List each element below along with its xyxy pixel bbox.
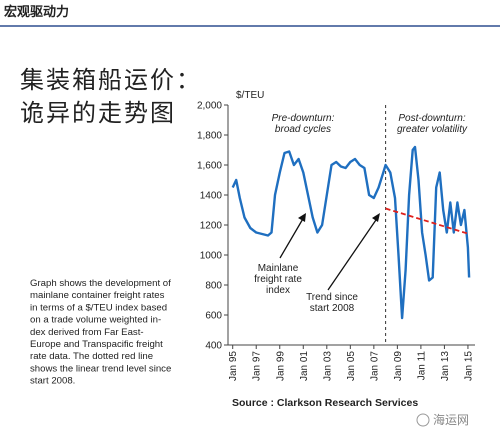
annotation: greater volatility bbox=[397, 124, 468, 135]
y-tick-label: 800 bbox=[205, 281, 222, 292]
x-tick-label: Jan 05 bbox=[346, 351, 357, 381]
description-line: mainlane container freight rates bbox=[30, 290, 165, 301]
annotation: start 2008 bbox=[310, 303, 355, 314]
header: 宏观驱动力 bbox=[4, 4, 69, 20]
plot: 400 600 800 1000 1200 1400 1,600 1,800 2,000 Jan … bbox=[197, 101, 474, 382]
series-line bbox=[231, 145, 471, 320]
y-tick-label: 1400 bbox=[200, 191, 223, 202]
y-tick-label: 1200 bbox=[200, 221, 223, 232]
arrowhead bbox=[372, 213, 380, 222]
x-tick-label: Jan 13 bbox=[440, 351, 451, 381]
slide-title: 诡异的走势图 bbox=[20, 99, 176, 127]
annotation: freight rate bbox=[254, 274, 302, 285]
x-tick-label: Jan 99 bbox=[275, 351, 286, 381]
source: Source : Clarkson Research Services bbox=[232, 397, 418, 409]
x-tick-label: Jan 97 bbox=[252, 351, 263, 381]
watermark: 海运网 bbox=[433, 412, 469, 427]
y-tick-label: 1000 bbox=[200, 251, 223, 262]
annotation: broad cycles bbox=[275, 124, 331, 135]
description-line: start 2008. bbox=[30, 376, 75, 387]
description-line: in terms of a $/TEU index based bbox=[30, 302, 167, 313]
x-tick-label: Jan 03 bbox=[322, 351, 333, 381]
y-tick-label: 400 bbox=[205, 341, 222, 352]
annotation: Mainlane bbox=[258, 263, 299, 274]
x-tick-label: Jan 09 bbox=[393, 351, 404, 381]
description-line: shows the linear trend level since bbox=[30, 363, 171, 374]
x-tick-label: Jan 11 bbox=[416, 351, 427, 381]
description-line: Graph shows the development of bbox=[30, 278, 171, 289]
annotation: Post-downturn: bbox=[398, 113, 465, 124]
description-line: rate data. The dotted red line bbox=[30, 351, 153, 362]
y-tick-label: 1,600 bbox=[197, 161, 222, 172]
watermark-icon bbox=[416, 413, 430, 427]
arrow bbox=[279, 216, 305, 259]
slide-title: 集装箱船运价： bbox=[20, 66, 202, 94]
description-line: Europe and Transpacific freight bbox=[30, 339, 163, 350]
y-tick-label: 2,000 bbox=[197, 101, 222, 112]
arrowhead bbox=[298, 213, 306, 222]
x-tick-label: Jan 01 bbox=[299, 351, 310, 381]
x-tick-label: Jan 95 bbox=[228, 351, 239, 381]
trend-line bbox=[385, 207, 470, 235]
x-tick-label: Jan 15 bbox=[463, 351, 474, 381]
y-tick-label: 600 bbox=[205, 311, 222, 322]
y-axis-label: $/TEU bbox=[236, 90, 264, 101]
annotation: Pre-downturn: bbox=[272, 113, 335, 124]
arrow bbox=[327, 216, 379, 291]
description-line: dex derived from Far East- bbox=[30, 327, 144, 338]
y-tick-label: 1,800 bbox=[197, 131, 222, 142]
annotation: index bbox=[266, 285, 290, 296]
annotation: Trend since bbox=[306, 292, 358, 303]
description-line: on a trade volume weighted in- bbox=[30, 315, 161, 326]
x-tick-label: Jan 07 bbox=[369, 351, 380, 381]
